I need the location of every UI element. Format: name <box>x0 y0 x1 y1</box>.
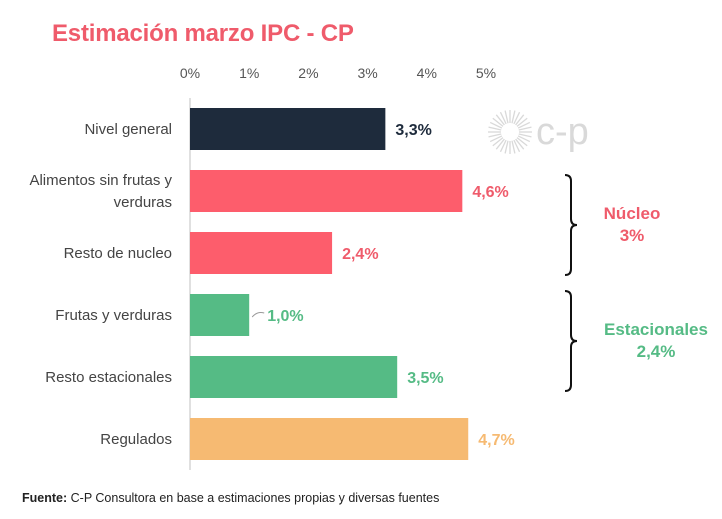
value-label: 3,5% <box>407 370 443 387</box>
category-label: Resto estacionales <box>45 369 172 386</box>
bracket-nucleo <box>564 174 578 276</box>
x-tick-label: 3% <box>357 65 377 81</box>
source-label: Fuente: <box>22 491 68 505</box>
source-note: Fuente: C-P Consultora en base a estimac… <box>22 491 439 505</box>
logo-ray <box>488 126 502 131</box>
chart-title: Estimación marzo IPC - CP <box>52 20 354 47</box>
logo-ray <box>518 126 532 131</box>
sun-logo-icon: c-p <box>488 110 589 154</box>
value-label: 1,0% <box>267 308 303 325</box>
x-tick-label: 0% <box>180 65 200 81</box>
logo-ray <box>515 114 525 126</box>
logo-ray <box>499 139 507 153</box>
value-leader-line <box>251 312 265 318</box>
source-text: C-P Consultora en base a estimaciones pr… <box>70 491 440 505</box>
group-estacionales-value: 2,4% <box>636 342 676 361</box>
logo-ray <box>504 110 509 124</box>
logo-ray <box>516 117 528 127</box>
x-tick-label: 5% <box>476 65 496 81</box>
bar <box>190 294 250 336</box>
logo-ray <box>495 114 505 126</box>
category-label: Regulados <box>100 431 172 448</box>
x-tick-label: 2% <box>298 65 318 81</box>
group-estacionales-name: Estacionales <box>604 320 708 339</box>
logo-ray <box>515 138 525 150</box>
logo-ray <box>495 138 505 150</box>
bar <box>190 170 463 212</box>
cp-logo: c-p <box>488 106 598 163</box>
value-label: 4,7% <box>478 432 514 449</box>
logo-text: c-p <box>536 111 589 153</box>
logo-ray <box>489 135 503 143</box>
logo-ray <box>504 140 509 154</box>
logo-ray <box>492 117 504 127</box>
logo-ray <box>513 111 521 125</box>
value-label: 4,6% <box>472 184 508 201</box>
logo-ray <box>489 121 503 129</box>
value-label: 2,4% <box>342 246 378 263</box>
logo-ray <box>517 121 531 129</box>
value-label: 3,3% <box>395 122 431 139</box>
logo-ray <box>488 133 502 138</box>
logo-ray <box>511 110 516 124</box>
logo-ray <box>516 137 528 147</box>
x-tick-label: 1% <box>239 65 259 81</box>
logo-ray <box>511 140 516 154</box>
category-label: Nivel general <box>84 121 172 138</box>
bar <box>190 418 469 460</box>
logo-ray <box>492 137 504 147</box>
category-label: Alimentos sin frutas y <box>29 172 172 189</box>
group-label-nucleo: Núcleo 3% <box>596 203 668 247</box>
category-label: Resto de nucleo <box>64 245 172 262</box>
group-nucleo-name: Núcleo <box>603 204 661 223</box>
bar <box>190 108 386 150</box>
logo-ray <box>499 111 507 125</box>
logo-ray <box>518 133 532 138</box>
bar <box>190 356 398 398</box>
group-nucleo-value: 3% <box>619 226 645 245</box>
group-label-estacionales: Estacionales 2,4% <box>594 319 718 363</box>
category-label: Frutas y verduras <box>55 307 172 324</box>
x-tick-label: 4% <box>417 65 437 81</box>
bracket-estacionales <box>564 290 578 392</box>
bar <box>190 232 333 274</box>
logo-ray <box>517 135 531 143</box>
category-label: verduras <box>114 194 172 211</box>
logo-ray <box>513 139 521 153</box>
